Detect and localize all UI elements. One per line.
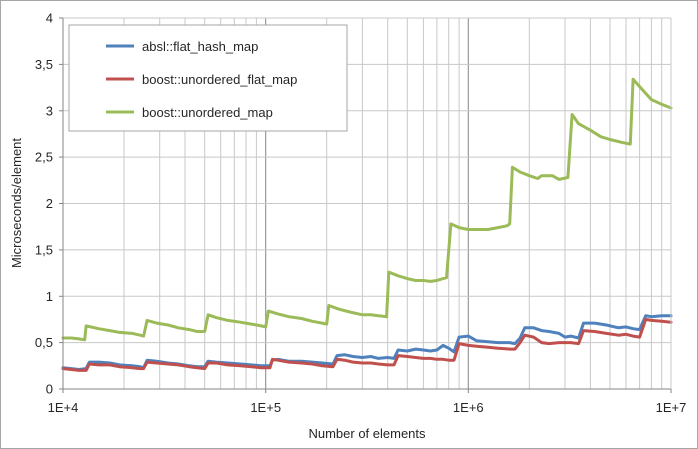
x-tick-label: 1E+4 [48, 400, 79, 415]
x-tick-label: 1E+5 [250, 400, 281, 415]
y-tick-label: 2,5 [35, 150, 53, 165]
y-tick-label: 3 [46, 103, 53, 118]
y-axis-title: Microseconds/element [9, 138, 24, 268]
y-tick-label: 0 [46, 382, 53, 397]
y-tick-label: 1 [46, 289, 53, 304]
series-line-boost-unordered-map [61, 77, 673, 342]
series-lines [61, 77, 673, 372]
legend-label-boost-flat: boost::unordered_flat_map [142, 72, 297, 87]
legend-label-absl: absl::flat_hash_map [142, 39, 258, 54]
y-tick-label: 1,5 [35, 242, 53, 257]
axes [59, 17, 672, 393]
y-tick-label: 2 [46, 196, 53, 211]
x-tick-label: 1E+7 [656, 400, 687, 415]
y-tick-label: 4 [46, 11, 53, 26]
y-tick-labels: 0 0,5 1 1,5 2 2,5 3 3,5 4 [35, 11, 53, 397]
y-tick-label: 0,5 [35, 335, 53, 350]
legend-label-boost-unordered: boost::unordered_map [142, 105, 273, 120]
x-tick-label: 1E+6 [453, 400, 484, 415]
legend: absl::flat_hash_map boost::unordered_fla… [68, 24, 348, 132]
series-line-boost-unordered-flat-map [61, 317, 673, 372]
x-axis-title: Number of elements [308, 426, 426, 441]
y-tick-label: 3,5 [35, 57, 53, 72]
x-tick-labels: 1E+4 1E+5 1E+6 1E+7 [48, 400, 687, 415]
